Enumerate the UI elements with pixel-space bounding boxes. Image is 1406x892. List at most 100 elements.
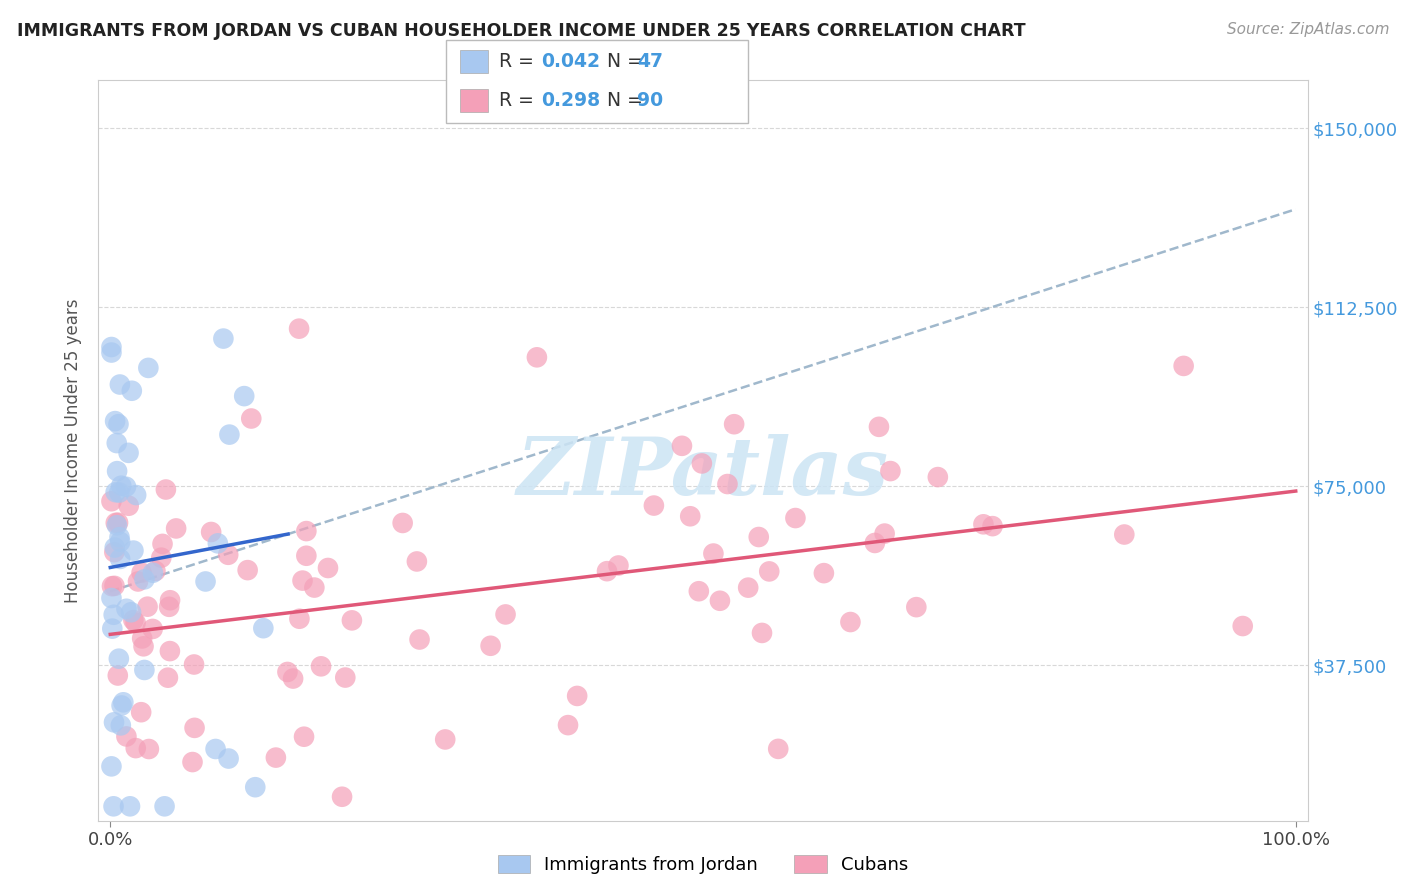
- Point: [240, 411, 263, 425]
- Point: [291, 574, 314, 588]
- Point: [138, 742, 160, 756]
- Point: [125, 488, 148, 502]
- Point: [972, 517, 994, 532]
- Point: [125, 741, 148, 756]
- Point: [288, 321, 311, 335]
- Point: [335, 671, 357, 685]
- Text: ZIPatlas: ZIPatlas: [517, 434, 889, 511]
- Point: [1114, 527, 1136, 541]
- Point: [120, 605, 142, 619]
- Point: [108, 530, 131, 544]
- Point: [104, 516, 127, 530]
- Point: [643, 499, 665, 513]
- Point: [200, 524, 222, 539]
- Point: [702, 547, 724, 561]
- Point: [557, 718, 579, 732]
- Point: [118, 499, 141, 513]
- Point: [292, 730, 315, 744]
- Point: [150, 550, 173, 565]
- Point: [155, 483, 177, 497]
- Point: [340, 613, 363, 627]
- Point: [110, 718, 132, 732]
- Point: [153, 799, 176, 814]
- Text: 0.042: 0.042: [541, 52, 600, 71]
- Point: [105, 464, 128, 478]
- Point: [264, 750, 287, 764]
- Point: [165, 521, 187, 535]
- Point: [157, 599, 180, 614]
- Text: N =: N =: [595, 52, 648, 71]
- Point: [218, 751, 240, 765]
- Point: [112, 695, 135, 709]
- Point: [107, 417, 129, 432]
- Point: [981, 519, 1004, 533]
- Point: [101, 579, 124, 593]
- Point: [690, 457, 713, 471]
- Point: [236, 563, 259, 577]
- Point: [104, 541, 127, 555]
- Point: [101, 622, 124, 636]
- Point: [127, 574, 149, 589]
- Text: R =: R =: [499, 52, 540, 71]
- Point: [132, 640, 155, 654]
- Point: [136, 599, 159, 614]
- Point: [879, 464, 901, 478]
- Text: 90: 90: [637, 91, 664, 111]
- Point: [118, 799, 141, 814]
- Point: [679, 509, 702, 524]
- Point: [159, 593, 181, 607]
- Point: [1173, 359, 1195, 373]
- Point: [131, 632, 153, 646]
- Text: N =: N =: [595, 91, 648, 111]
- Point: [671, 439, 693, 453]
- Point: [117, 446, 139, 460]
- Point: [217, 548, 239, 562]
- Point: [131, 566, 153, 580]
- Point: [758, 565, 780, 579]
- Point: [159, 644, 181, 658]
- Point: [607, 558, 630, 573]
- Point: [107, 516, 129, 530]
- Point: [839, 615, 862, 629]
- Point: [768, 742, 790, 756]
- Point: [204, 742, 226, 756]
- Point: [207, 536, 229, 550]
- Point: [100, 340, 122, 354]
- Point: [110, 479, 132, 493]
- Point: [868, 420, 890, 434]
- Point: [124, 615, 146, 630]
- Point: [813, 566, 835, 581]
- Point: [408, 632, 430, 647]
- Point: [152, 537, 174, 551]
- Text: IMMIGRANTS FROM JORDAN VS CUBAN HOUSEHOLDER INCOME UNDER 25 YEARS CORRELATION CH: IMMIGRANTS FROM JORDAN VS CUBAN HOUSEHOL…: [17, 22, 1025, 40]
- Point: [108, 534, 131, 549]
- Point: [110, 698, 132, 713]
- Point: [276, 665, 298, 679]
- Point: [252, 621, 274, 635]
- Point: [103, 545, 125, 559]
- Point: [194, 574, 217, 589]
- Point: [405, 554, 427, 568]
- Point: [183, 657, 205, 672]
- Point: [108, 552, 131, 566]
- Point: [785, 511, 807, 525]
- Text: R =: R =: [499, 91, 540, 111]
- Point: [295, 549, 318, 563]
- Point: [134, 572, 156, 586]
- Point: [873, 526, 896, 541]
- Point: [565, 689, 588, 703]
- Point: [115, 730, 138, 744]
- Point: [100, 345, 122, 359]
- Point: [100, 759, 122, 773]
- Point: [288, 612, 311, 626]
- Point: [183, 721, 205, 735]
- Point: [105, 518, 128, 533]
- Point: [103, 715, 125, 730]
- Point: [905, 600, 928, 615]
- Point: [688, 584, 710, 599]
- Point: [723, 417, 745, 432]
- Point: [391, 516, 413, 530]
- Point: [122, 613, 145, 627]
- Point: [100, 591, 122, 605]
- Point: [212, 332, 235, 346]
